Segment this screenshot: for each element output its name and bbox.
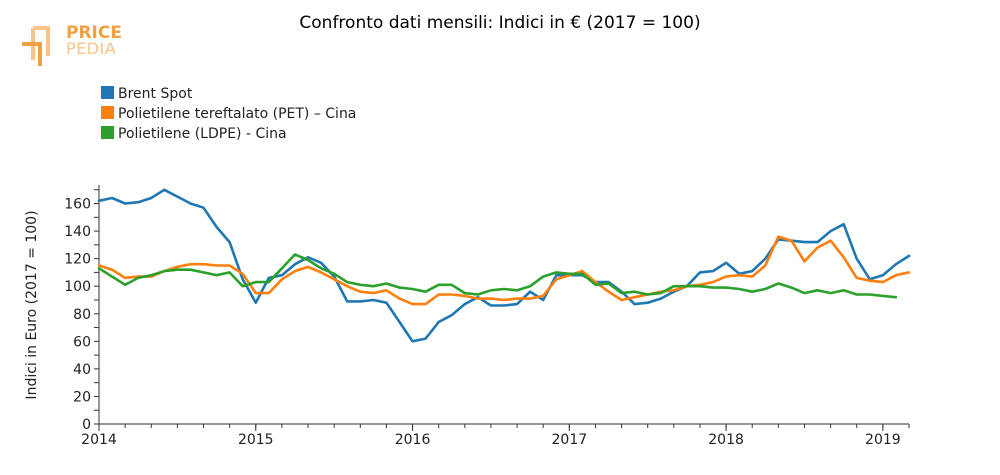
axes: 0 20 40 60 80 100 120 140 160 2014 2015 2016 2017 201… — [64, 185, 910, 448]
y-tick-label: 140 — [64, 224, 91, 240]
legend-swatch — [101, 126, 114, 139]
chart-title: Confronto dati mensili: Indici in € (201… — [299, 13, 700, 33]
x-tick-label: 2015 — [238, 432, 274, 448]
y-tick-label: 160 — [64, 197, 91, 213]
y-tick-label: 20 — [73, 389, 91, 405]
x-tick-label: 2017 — [552, 432, 588, 448]
y-axis-label: Indici in Euro (2017 = 100) — [24, 210, 40, 399]
y-tick-label: 40 — [73, 362, 91, 378]
pricepedia-logo: PRICE PEDIA — [22, 23, 122, 66]
y-tick-label: 100 — [64, 279, 91, 295]
y-tick-label: 0 — [82, 417, 91, 433]
legend-swatch — [101, 86, 114, 99]
x-tick-label: 2016 — [395, 432, 431, 448]
series-line-3 — [97, 253, 898, 299]
legend-label: Polietilene (LDPE) - Cina — [118, 126, 287, 142]
y-tick-label: 120 — [64, 252, 91, 268]
legend-label: Polietilene tereftalato (PET) – Cina — [118, 106, 356, 122]
logo-icon — [22, 26, 50, 66]
legend-label: Brent Spot — [118, 86, 193, 102]
series-line-2 — [97, 235, 911, 306]
series-group — [97, 188, 911, 343]
y-tick-label: 60 — [73, 334, 91, 350]
logo-line1: PRICE — [66, 23, 122, 43]
y-tick-label: 80 — [73, 307, 91, 323]
legend: Brent Spot Polietilene tereftalato (PET) … — [101, 86, 356, 142]
x-tick-label: 2014 — [81, 432, 117, 448]
legend-swatch — [101, 106, 114, 119]
x-tick-label: 2019 — [865, 432, 901, 448]
x-tick-label: 2018 — [708, 432, 744, 448]
logo-line2: PEDIA — [66, 39, 116, 58]
